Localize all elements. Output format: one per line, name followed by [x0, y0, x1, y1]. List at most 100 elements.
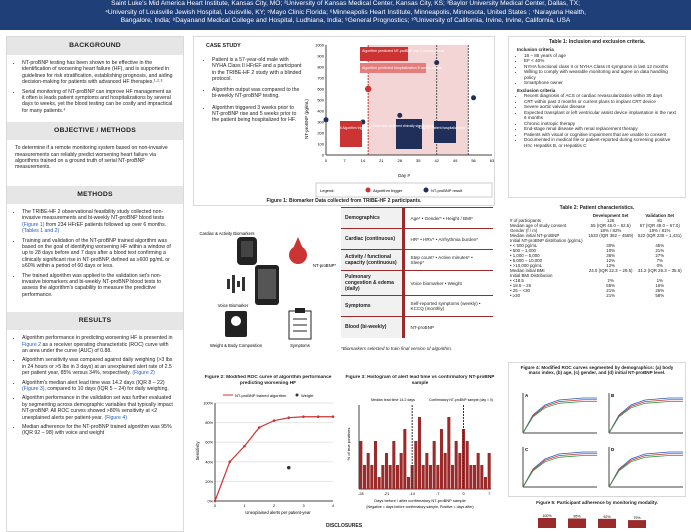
histogram-bar: [487, 453, 491, 489]
fig2-x-tick: 1: [243, 504, 245, 508]
row-value: 10%: [606, 248, 616, 253]
methods-heading: METHODS: [7, 185, 183, 204]
figure-2-link-b[interactable]: (Figure 2): [132, 370, 155, 377]
disclosures-heading: DISCLOSURES: [325, 523, 363, 529]
algorithm-roc-point: [243, 444, 246, 448]
domain-footnote: *Biomarkers selected to train final vers…: [341, 346, 453, 351]
figure-5-title: Figure 5: Participant adherence by monit…: [536, 500, 658, 505]
adherence-label: 95%: [573, 515, 581, 519]
inclusion-item: 18 – 85 years of age: [524, 53, 677, 59]
objective-heading: OBJECTIVE / METHODS: [7, 122, 183, 141]
objective-text: To determine if a remote monitoring syst…: [15, 145, 168, 171]
figure-3-link[interactable]: (Figure 3): [22, 386, 45, 392]
figure-3-panel: Figure 3: Histogram of alert lead time v…: [345, 375, 495, 520]
row-label: • ≥30: [510, 293, 521, 298]
row-value: 18% / 82%: [600, 228, 622, 233]
fig3-x-tick: 7: [488, 492, 490, 496]
row-value: 55%: [606, 283, 616, 288]
domain-table: Demographics Age* • Gender* • Height / BM…: [341, 207, 493, 338]
case-study-title: CASE STUDY: [206, 43, 241, 49]
row-label: • < 500 pg/mL: [510, 243, 538, 248]
inclusion-title: Inclusion criteria: [517, 47, 554, 52]
case-y-tick: 0: [322, 153, 325, 158]
adherence-bar: [538, 518, 556, 528]
t2-header-dev: Development Set: [592, 213, 629, 218]
case-y-label: NT-proBNP (pg/mL): [304, 99, 309, 139]
row-value: 522 (IQR 235 – 1,431): [637, 233, 682, 238]
domain-items: Age* • Gender* • Height / BMI*: [403, 207, 493, 229]
histogram-bar: [362, 465, 367, 489]
row-value: 1%: [656, 278, 663, 283]
fig2-x-label: Unexplained alerts per patient-year: [245, 510, 311, 515]
case-y-tick: 200: [317, 131, 324, 136]
case-y-tick: 400: [317, 109, 324, 114]
adherence-label: 100%: [542, 514, 552, 518]
annotation-top-2-box: [360, 63, 426, 73]
inclusion-item: EF < 40%: [524, 58, 677, 64]
exclusion-list: Recent diagnosis of ACS or cardiac revas…: [524, 93, 677, 148]
row-value: 12%: [606, 258, 616, 263]
results-bullet-4: Algorithm performance in the validation …: [22, 395, 175, 421]
fig2-x-tick: 2: [273, 504, 275, 508]
legend-weight-marker: [295, 393, 299, 397]
figure-4-link[interactable]: (Figure 4): [104, 414, 127, 421]
fig2-y-tick: 0%: [208, 500, 214, 504]
methods-bullet-1: The TRIBE-HF 2 observational feasibility…: [22, 209, 175, 235]
annotation-top-1-box: [360, 47, 408, 61]
row-label: • 1,000 – 5,000: [510, 253, 540, 258]
results-text-1b: as a receiver operating characteristic (…: [22, 341, 169, 354]
fig2-y-tick: 20%: [205, 480, 213, 484]
histogram-bar: [366, 453, 370, 489]
adherence-label: 79%: [633, 516, 641, 520]
domain-items: HR* • HRV* • Arrhythmia burden*: [403, 228, 493, 250]
row-value: 81: [657, 218, 663, 223]
fig4-panel-label: A: [525, 393, 529, 398]
label-weight-body: Weight & Body Composition: [210, 343, 263, 348]
exclusion-item: Recent diagnosis of ACS or cardiac revas…: [524, 93, 677, 99]
row-label: Median initial BMI: [510, 268, 545, 273]
case-x-tick: 21: [379, 158, 384, 163]
histogram-bar: [432, 441, 436, 489]
row-label: • 25 – <30: [510, 288, 530, 293]
table-row: • 18.5 – 25 55% 16%: [508, 283, 684, 288]
row-label: • <18.5: [510, 278, 524, 283]
background-heading: BACKGROUND: [7, 37, 183, 55]
tables-link[interactable]: (Tables 1 and 2): [22, 228, 60, 235]
domain-name: Demographics: [341, 207, 405, 229]
domain-row: Cardiac (continuous) HR* • HRV* • Arrhyth…: [341, 228, 493, 250]
histogram-bar: [436, 465, 440, 489]
table-row: • <18.5 2% 1%: [508, 278, 684, 283]
results-text-1a: Algorithm performance in predicting wors…: [22, 335, 173, 342]
figure-2-link[interactable]: Figure 2: [22, 341, 42, 348]
row-label: Initial BMI Distribution: [510, 273, 553, 278]
results-text-3b: , compared to 10 days (IQR 5 – 24) for d…: [44, 386, 169, 392]
domain-items: Voice biomarker • Weight: [403, 270, 493, 296]
histogram-bar: [450, 465, 455, 489]
legend-label: Legend:: [320, 188, 334, 193]
row-label: • 5,000 – 10,000: [510, 258, 543, 263]
methods-text-1b: from 234 HFrEF patients followed up over…: [44, 221, 167, 228]
histogram-bar: [465, 441, 469, 489]
histogram-bar: [373, 441, 378, 489]
fig4-roc-line: [608, 401, 683, 434]
table-1-title: Table 1: Inclusion and exclusion criteri…: [548, 39, 646, 45]
case-legend: [315, 182, 493, 198]
row-label: • >10,000 pg/mL: [510, 263, 543, 268]
affiliations-line-3: Bangalore, India; ⁸Dayanand Medical Coll…: [120, 17, 571, 24]
histogram-bar: [370, 465, 374, 489]
histogram-bar: [384, 453, 389, 489]
table-row: • 5,000 – 10,000 12% 7%: [508, 258, 684, 263]
algorithm-roc-point: [228, 460, 232, 464]
algorithm-roc-point: [272, 419, 276, 422]
voice-wave-bar-4: [242, 277, 245, 291]
row-value: 126: [607, 218, 615, 223]
inclusion-item: Willing to comply with wearable monitori…: [524, 69, 677, 80]
figure-1-link[interactable]: (Figure 1): [22, 221, 45, 228]
label-symptoms: Symptoms: [290, 343, 310, 348]
row-label: Median initial NT-proBNP: [510, 233, 560, 238]
row-value: 2%: [607, 278, 614, 283]
row-value: 26%: [655, 288, 665, 293]
table-row: • >10,000 pg/mL 12% 0%: [508, 263, 684, 268]
case-x-tick: 63: [490, 158, 494, 163]
fig3-x-tick: -21: [384, 492, 390, 496]
